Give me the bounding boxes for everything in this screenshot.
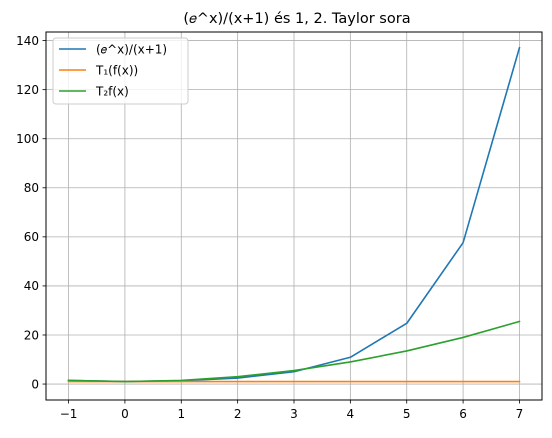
x-tick-label: 0 xyxy=(121,407,129,421)
plot-area-frame xyxy=(45,31,543,401)
chart-title: (𝑒^x)/(x+1) és 1, 2. Taylor sora xyxy=(183,11,410,27)
x-tick-label: 5 xyxy=(403,407,411,421)
legend-label: T₁(f(x)) xyxy=(95,63,138,77)
y-tick-label: 140 xyxy=(16,34,39,48)
x-tick-label: 2 xyxy=(234,407,242,421)
x-tick-label: −1 xyxy=(60,407,78,421)
x-tick-label: 3 xyxy=(290,407,298,421)
legend-label: (𝑒^x)/(x+1) xyxy=(96,42,167,56)
series-line-2 xyxy=(67,320,521,383)
x-tick-label: 4 xyxy=(347,407,355,421)
y-tick-label: 60 xyxy=(24,230,39,244)
x-tick-label: 7 xyxy=(516,407,524,421)
y-tick-label: 100 xyxy=(16,132,39,146)
y-tick-label: 0 xyxy=(31,377,39,391)
y-tick-label: 20 xyxy=(24,328,39,342)
y-tick-label: 120 xyxy=(16,83,39,97)
y-tick-label: 80 xyxy=(24,181,39,195)
axis-ticks: −1 0 1 2 3 4 5 6 7 0 20 40 60 80 100 120 140 xyxy=(16,34,523,421)
grid-lines xyxy=(46,32,542,400)
x-tick-label: 1 xyxy=(177,407,185,421)
x-tick-label: 6 xyxy=(459,407,467,421)
legend-label: T₂f(x) xyxy=(95,84,129,98)
legend-items: (𝑒^x)/(x+1) T₁(f(x)) T₂f(x) xyxy=(59,42,167,98)
legend-box xyxy=(52,37,189,105)
series-lines xyxy=(67,46,521,383)
y-tick-label: 40 xyxy=(24,279,39,293)
legend: (𝑒^x)/(x+1) T₁(f(x)) T₂f(x) xyxy=(52,37,189,105)
